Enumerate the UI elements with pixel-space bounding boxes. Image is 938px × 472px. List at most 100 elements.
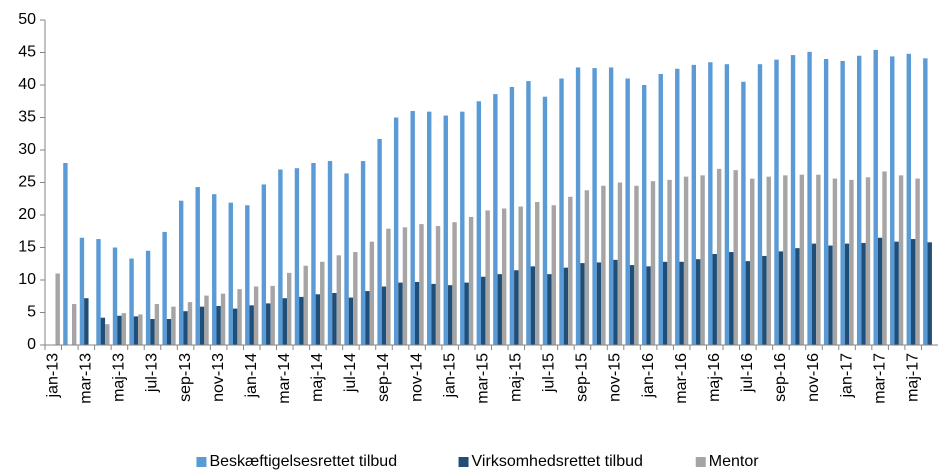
bar: [799, 174, 805, 345]
bar: [199, 306, 205, 345]
bar: [877, 237, 883, 345]
bar: [481, 276, 486, 345]
bar: [253, 286, 259, 345]
bar: [629, 265, 635, 345]
bar: [195, 187, 200, 345]
legend-swatch: [695, 457, 706, 467]
bar: [923, 58, 928, 345]
bar: [105, 324, 110, 345]
bar: [774, 59, 779, 346]
x-tick-label: jan-13: [44, 353, 61, 399]
x-tick-label: nov-14: [408, 353, 425, 402]
bar: [584, 190, 590, 345]
bar: [96, 239, 101, 345]
bar: [559, 78, 564, 345]
bar: [204, 295, 209, 345]
bar: [154, 304, 160, 345]
bar: [733, 170, 738, 345]
bar: [353, 252, 358, 345]
y-tick-label: 0: [27, 336, 36, 353]
bar: [757, 64, 763, 345]
bar: [261, 184, 267, 345]
bar: [427, 111, 432, 346]
bar: [460, 111, 465, 346]
bar: [790, 55, 796, 345]
x-tick-label: nov-13: [210, 353, 227, 402]
bar: [535, 202, 540, 345]
x-tick-label: sep-16: [772, 353, 789, 402]
bar: [650, 181, 656, 345]
bar: [658, 73, 663, 345]
bar: [865, 177, 871, 345]
bar: [178, 200, 184, 345]
bar: [303, 265, 308, 345]
bar: [778, 251, 784, 345]
bar: [145, 250, 151, 345]
bar: [84, 298, 89, 345]
bar: [381, 286, 387, 345]
bar: [642, 85, 647, 345]
x-tick-label: sep-14: [375, 353, 392, 402]
legend-swatch: [196, 457, 207, 467]
bar: [245, 205, 250, 345]
bar: [811, 243, 817, 345]
bar: [840, 60, 845, 345]
bar: [138, 314, 143, 345]
bar: [117, 315, 122, 345]
bar: [542, 96, 548, 345]
bar: [464, 282, 469, 345]
bar: [575, 67, 581, 345]
bar: [580, 263, 585, 345]
bar: [220, 293, 226, 345]
bar: [166, 319, 172, 345]
x-tick-label: sep-15: [574, 353, 591, 402]
bar: [327, 161, 333, 345]
bar: [662, 261, 668, 345]
legend-label: Mentor: [709, 453, 759, 470]
bar: [766, 176, 771, 345]
bar: [526, 81, 531, 345]
bar: [832, 178, 838, 345]
bar: [741, 81, 746, 345]
bar: [79, 237, 85, 345]
bar: [873, 49, 878, 346]
bar: [608, 67, 614, 345]
bar: [360, 161, 366, 345]
bar: [927, 242, 932, 345]
bar: [497, 274, 502, 345]
legend-label: Beskæftigelsesrettet tilbud: [209, 453, 397, 470]
bar: [861, 242, 866, 345]
bar: [882, 171, 887, 345]
bar: [447, 285, 453, 345]
bar: [910, 239, 916, 345]
x-tick-label: maj-17: [904, 353, 921, 402]
bar: [716, 168, 722, 345]
bar: [646, 266, 651, 345]
bar: [906, 53, 911, 346]
bar: [377, 138, 382, 345]
bar: [369, 241, 375, 345]
bar: [282, 298, 287, 345]
bar: [431, 283, 436, 345]
y-tick-label: 45: [18, 44, 36, 61]
bar: [675, 68, 680, 345]
bar: [729, 252, 734, 345]
x-tick-label: jul-15: [541, 353, 558, 393]
y-tick-label: 25: [18, 174, 36, 191]
x-tick-label: sep-13: [177, 353, 194, 402]
bar: [613, 259, 618, 345]
bar: [509, 86, 515, 345]
bar: [468, 216, 474, 345]
bar: [679, 261, 684, 345]
bar: [783, 175, 788, 345]
bar: [100, 317, 106, 345]
bar: [286, 272, 292, 345]
bar: [514, 270, 519, 345]
bar: [237, 289, 242, 345]
bar: [55, 273, 60, 345]
bar: [320, 261, 325, 345]
bar: [270, 285, 275, 345]
bar: [443, 115, 448, 345]
bar: [762, 255, 767, 345]
